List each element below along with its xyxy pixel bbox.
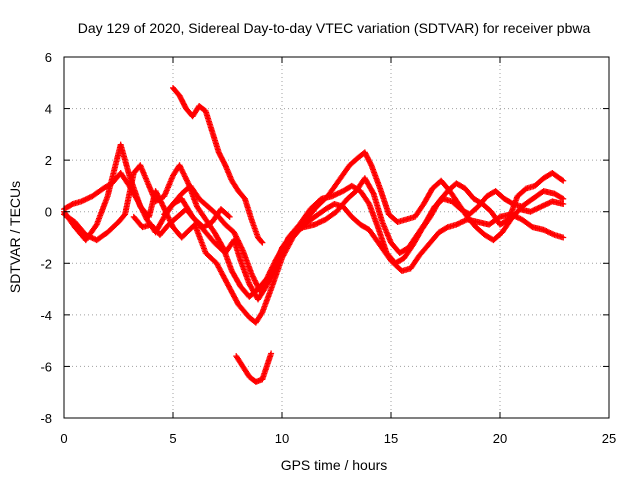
y-tick-label: 0 bbox=[45, 205, 52, 220]
data-point bbox=[226, 213, 233, 220]
y-axis-label: SDTVAR / TECUs bbox=[7, 181, 23, 293]
x-tick-label: 10 bbox=[275, 431, 289, 446]
series-track-6 bbox=[130, 206, 233, 238]
x-axis-label: GPS time / hours bbox=[281, 457, 388, 473]
data-point bbox=[560, 234, 567, 241]
data-point bbox=[560, 177, 567, 184]
axis-ticks: 0 5 10 15 20 25 -8 -6 -4 -2 0 2 4 6 bbox=[40, 50, 616, 446]
data-point bbox=[68, 201, 75, 208]
plot-frame bbox=[63, 56, 610, 419]
series-track-7 bbox=[233, 350, 275, 385]
data-point bbox=[367, 161, 374, 168]
x-tick-label: 15 bbox=[384, 431, 398, 446]
y-tick-label: -8 bbox=[40, 411, 52, 426]
y-tick-label: -4 bbox=[40, 308, 52, 323]
y-tick-label: 2 bbox=[45, 153, 52, 168]
data-point bbox=[369, 189, 376, 196]
data-point bbox=[225, 212, 232, 219]
data-point bbox=[268, 350, 275, 357]
data-point bbox=[443, 224, 450, 231]
data-point bbox=[560, 200, 567, 207]
x-tick-label: 20 bbox=[493, 431, 507, 446]
chart-title: Day 129 of 2020, Sidereal Day-to-day VTE… bbox=[78, 20, 591, 36]
x-tick-label: 5 bbox=[169, 431, 176, 446]
data-point bbox=[221, 161, 228, 168]
data-point bbox=[258, 238, 265, 245]
data-point bbox=[259, 239, 266, 246]
y-tick-label: -6 bbox=[40, 359, 52, 374]
x-tick-label: 25 bbox=[602, 431, 616, 446]
series-track-3 bbox=[61, 149, 567, 300]
y-tick-label: 4 bbox=[45, 102, 52, 117]
series-track-5 bbox=[170, 84, 266, 246]
data-points bbox=[61, 84, 567, 385]
data-point bbox=[219, 243, 226, 250]
data-point bbox=[560, 195, 567, 202]
data-point bbox=[558, 195, 565, 202]
x-tick-label: 0 bbox=[60, 431, 67, 446]
data-point bbox=[559, 176, 566, 183]
series-track-4 bbox=[161, 170, 567, 295]
y-tick-label: -2 bbox=[40, 256, 52, 271]
y-tick-label: 6 bbox=[45, 50, 52, 65]
